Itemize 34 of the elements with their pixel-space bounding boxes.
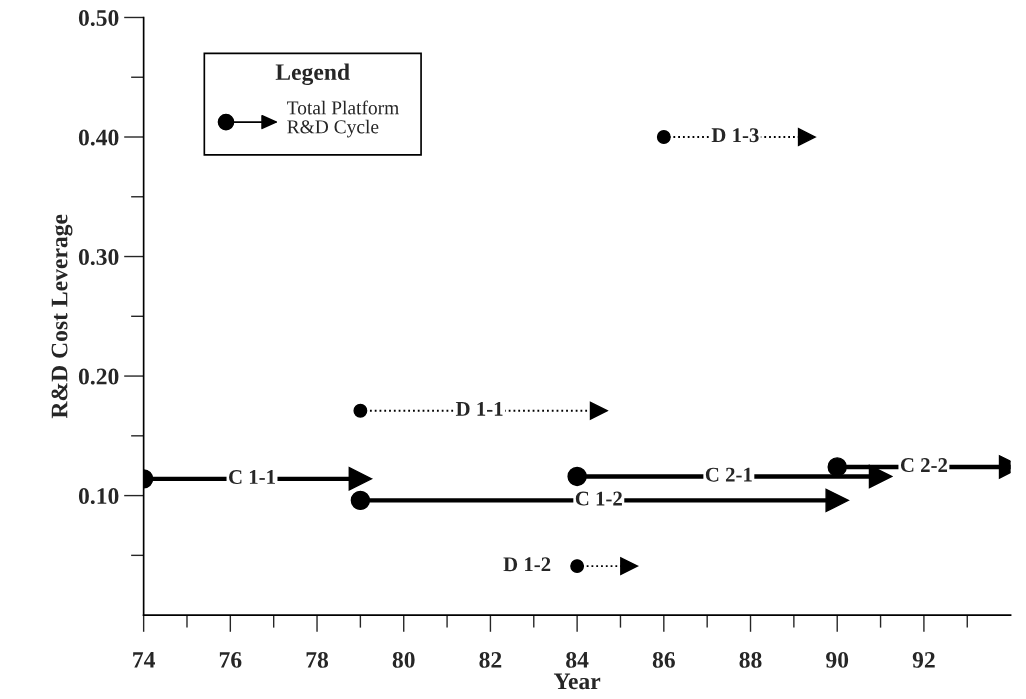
y-tick-label: 0.40 [78, 129, 119, 146]
y-tick-label: 0.20 [78, 368, 119, 385]
x-tick-label: 78 [306, 651, 329, 668]
point [825, 488, 850, 513]
series-label: D 1-2 [503, 557, 551, 572]
y-tick-label: 0.10 [78, 488, 119, 505]
series-label: C 2-2 [900, 458, 948, 473]
x-tick-label: 92 [912, 651, 935, 668]
point [620, 557, 639, 576]
series-label: C 2-1 [705, 467, 752, 482]
y-tick-label: 0.50 [78, 9, 119, 26]
x-tick-label: 86 [652, 651, 675, 668]
x-tick-label: 80 [392, 651, 415, 668]
series-label: D 1-1 [455, 401, 503, 416]
y-tick-label: 0.30 [78, 249, 119, 266]
x-tick-label: 74 [133, 652, 156, 668]
x-tick-label: 90 [826, 651, 849, 668]
point [350, 490, 371, 511]
x-tick-label: 84 [566, 651, 589, 668]
series-label: C 1-1 [229, 470, 275, 485]
x-axis-title: Year [553, 673, 601, 690]
point [797, 127, 816, 147]
point [589, 401, 608, 420]
point [353, 403, 368, 418]
legend-title: Legend [275, 63, 350, 86]
x-tick-label: 82 [479, 651, 502, 668]
annotation: Total Platform R&D Cycle [287, 100, 399, 138]
point [570, 559, 585, 574]
series-label: C 1-2 [575, 491, 622, 506]
x-tick-label: 88 [739, 651, 762, 668]
point [656, 130, 671, 144]
y-axis-title: R&D Cost Leverage [51, 214, 73, 419]
series-label: D 1-3 [711, 128, 759, 143]
x-tick-label: 76 [219, 651, 242, 668]
